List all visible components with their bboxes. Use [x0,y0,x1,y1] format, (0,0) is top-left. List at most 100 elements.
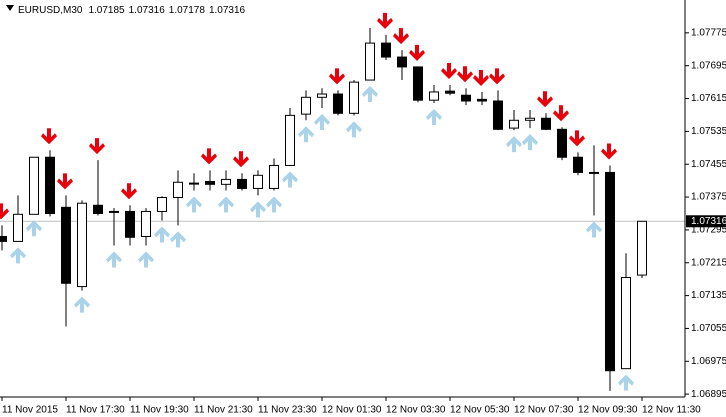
buy-arrow [506,136,522,153]
candle-body [269,164,279,189]
candle-body [429,91,439,101]
candle-body [45,156,55,214]
sell-arrow [569,130,585,147]
y-tick-label: 1.07375 [691,192,726,203]
x-tick-label: 12 Nov 01:30 [322,405,382,416]
candle-body [589,171,599,174]
candle-body [365,42,375,81]
current-price-box [686,215,726,228]
candle-body [557,128,567,158]
x-tick-label: 11 Nov 21:30 [194,405,253,416]
header-close: 1.07316 [209,5,246,16]
candle-body [493,100,503,130]
candle-body [205,180,215,185]
candle-body [93,204,103,214]
x-tick-label: 11 Nov 2015 [2,405,58,416]
header-low: 1.07178 [169,5,206,16]
candle-body [573,156,583,173]
candle-body [29,156,39,215]
candle-body [221,178,231,185]
sell-arrow [601,143,617,160]
x-tick-label: 11 Nov 17:30 [66,405,125,416]
y-tick-label: 1.06975 [691,356,726,367]
current-price-label: 1.07316 [691,216,726,227]
symbol: EURUSD,M30 [18,5,83,16]
buy-arrow [362,86,378,103]
buy-arrow [26,220,42,237]
y-tick-label: 1.07055 [691,323,726,334]
buy-arrow [282,171,298,188]
candle-body [477,98,487,102]
chart-header: EURUSD,M30 1.07185 1.07316 1.07178 1.07316 [18,5,246,16]
sell-arrow [121,183,137,200]
y-tick-label: 1.06895 [691,389,726,400]
sell-arrow [553,105,569,122]
candle-body [605,171,615,372]
candle-body [77,202,87,288]
buy-arrow [106,251,122,268]
buy-arrow [314,113,330,130]
sell-arrow [393,28,409,45]
candle-body [237,178,247,189]
candle-body [397,56,407,68]
candle-body [317,93,327,98]
buy-arrow [250,201,266,218]
y-tick-label: 1.07135 [691,290,726,301]
x-tick-label: 12 Nov 07:30 [514,405,574,416]
candle-body [541,117,551,130]
candle-body [333,93,343,114]
buy-arrow [586,221,602,238]
sell-arrow [457,66,473,83]
y-tick-label: 1.07455 [691,159,726,170]
sell-arrow [329,68,345,85]
buy-arrow [346,121,362,138]
sell-arrow [201,148,217,165]
header-open: 1.07185 [88,5,125,16]
header-high: 1.07316 [129,5,166,16]
buy-arrow [10,247,26,264]
buy-arrow [170,231,186,248]
x-tick-label: 12 Nov 11:30 [642,405,701,416]
candle-body [13,213,23,242]
sell-arrow [441,62,457,79]
candle-body [349,81,359,114]
y-tick-label: 1.07535 [691,126,726,137]
sell-arrow [537,91,553,108]
buy-arrow [618,374,634,391]
buy-arrow [186,196,202,213]
y-tick-label: 1.07215 [691,257,726,268]
sell-arrow [233,151,249,168]
buy-arrow [522,134,538,151]
x-tick-label: 11 Nov 19:30 [130,405,189,416]
candle-body [157,196,167,212]
buy-arrow [74,296,90,313]
candle-body [189,182,199,185]
candle-body [509,119,519,129]
x-tick-label: 12 Nov 03:30 [386,405,446,416]
candle-body [637,220,647,276]
sell-arrow [0,203,9,220]
buy-arrow [266,196,282,213]
candle-body [301,96,311,115]
sell-arrow [489,68,505,85]
y-tick-label: 1.07775 [691,27,726,38]
sell-arrow [57,173,73,190]
candle-body [61,206,71,284]
x-tick-label: 12 Nov 09:30 [578,405,638,416]
sell-arrow [409,44,425,61]
buy-arrow [426,109,442,126]
sell-arrow [41,128,57,145]
buy-arrow [138,251,154,268]
candle-body [525,117,535,121]
candle-body [109,210,119,213]
candle-body [381,42,391,58]
candle-body [285,114,295,166]
sell-arrow [89,138,105,155]
x-tick-label: 11 Nov 23:30 [258,405,317,416]
candle-body [141,210,151,237]
candle-body [413,66,423,101]
candle-body [461,94,471,102]
candle-body [621,277,631,370]
